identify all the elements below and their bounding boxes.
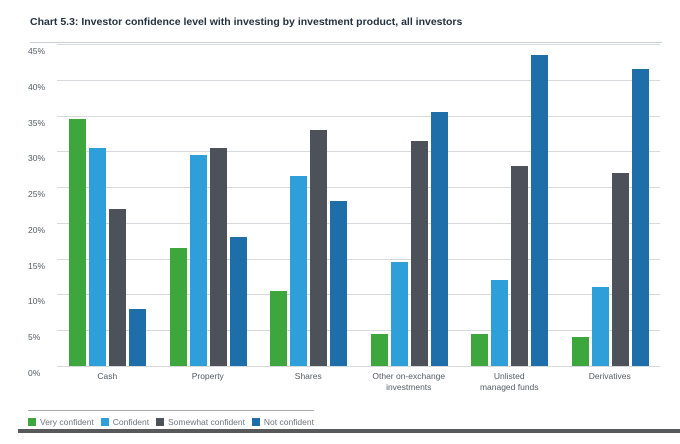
plot-area xyxy=(57,44,661,367)
legend-swatch-icon xyxy=(100,418,109,426)
x-axis-label-line: managed funds xyxy=(479,382,539,392)
x-axis-label: Shares xyxy=(258,371,359,393)
y-tick-label-5: 5% xyxy=(28,332,41,342)
bar-very-confident xyxy=(371,334,388,366)
x-axis-label-line: Unlisted xyxy=(493,371,525,381)
bar-somewhat-confident xyxy=(411,141,428,366)
bar-not-confident xyxy=(330,201,347,366)
gridline-10 xyxy=(57,294,660,295)
bar-group-shares xyxy=(258,44,359,366)
chart-title: Chart 5.3: Investor confidence level wit… xyxy=(30,16,463,28)
x-axis-label: Derivatives xyxy=(560,371,661,393)
y-tick-label-35: 35% xyxy=(28,118,46,128)
x-axis-label: Cash xyxy=(57,371,158,393)
bottom-page-rule xyxy=(18,429,680,433)
y-tick-label-15: 15% xyxy=(28,261,46,271)
bar-very-confident xyxy=(572,337,589,366)
y-tick-label-20: 20% xyxy=(28,225,46,235)
y-tick-label-30: 30% xyxy=(28,153,46,163)
x-axis-label: Other on-exchange investments xyxy=(359,371,460,393)
x-axis-label: Property xyxy=(158,371,259,393)
gridline-40 xyxy=(57,80,660,81)
legend-item-confident: Confident xyxy=(100,417,150,427)
bar-very-confident xyxy=(69,119,86,366)
gridline-20 xyxy=(57,223,660,224)
bar-group-other-on-exchange xyxy=(359,44,460,366)
gridline-35 xyxy=(57,116,660,117)
bar-not-confident xyxy=(129,309,146,366)
bar-group-property xyxy=(158,44,259,366)
legend-item-somewhat-confident: Somewhat confident xyxy=(155,417,246,427)
title-separator-line xyxy=(30,42,662,43)
bar-confident xyxy=(290,176,307,366)
gridline-0 xyxy=(57,366,660,367)
legend-swatch-icon xyxy=(28,418,36,426)
bar-not-confident xyxy=(632,69,649,366)
bar-somewhat-confident xyxy=(612,173,629,366)
gridline-30 xyxy=(57,151,660,152)
gridline-5 xyxy=(57,330,660,331)
y-tick-label-0: 0% xyxy=(28,368,41,378)
gridline-45 xyxy=(57,44,660,45)
bar-not-confident xyxy=(531,55,548,366)
bar-not-confident xyxy=(431,112,448,366)
legend-label: Very confident xyxy=(40,417,94,427)
x-axis-label: Unlisted managed funds xyxy=(459,371,560,393)
bar-somewhat-confident xyxy=(310,130,327,366)
legend-label: Somewhat confident xyxy=(167,417,246,427)
bar-somewhat-confident xyxy=(109,209,126,366)
x-axis-label-line: Property xyxy=(191,371,224,381)
y-tick-label-10: 10% xyxy=(28,296,46,306)
gridline-25 xyxy=(57,187,660,188)
x-axis-label-line: investments xyxy=(386,382,432,392)
bar-confident xyxy=(190,155,207,366)
bar-group-unlisted xyxy=(459,44,560,366)
legend-item-very-confident: Very confident xyxy=(28,417,94,427)
legend-swatch-icon xyxy=(155,418,164,426)
gridline-15 xyxy=(57,259,660,260)
x-axis-labels: Cash Property Shares Other on-exchange inves… xyxy=(57,371,660,393)
legend-swatch-icon xyxy=(251,418,260,426)
y-tick-label-40: 40% xyxy=(28,82,46,92)
bar-somewhat-confident xyxy=(511,166,528,366)
bar-very-confident xyxy=(270,291,287,366)
x-axis-label-line: Shares xyxy=(294,371,322,381)
x-axis-label-line: Derivatives xyxy=(588,371,631,381)
x-axis-label-line: Cash xyxy=(97,371,118,381)
x-axis-label-line: Other on-exchange xyxy=(372,371,446,381)
bar-very-confident xyxy=(170,248,187,366)
bar-group-cash xyxy=(57,44,158,366)
bar-confident xyxy=(491,280,508,366)
y-tick-label-45: 45% xyxy=(28,46,46,56)
legend-label: Confident xyxy=(112,417,150,427)
bar-confident xyxy=(89,148,106,366)
legend: Very confident Confident Somewhat confiden… xyxy=(28,410,314,427)
bar-not-confident xyxy=(230,237,247,366)
bar-confident xyxy=(592,287,609,366)
bar-confident xyxy=(391,262,408,366)
legend-label: Not confident xyxy=(263,417,314,427)
bar-somewhat-confident xyxy=(210,148,227,366)
bar-very-confident xyxy=(471,334,488,366)
y-tick-label-25: 25% xyxy=(28,189,46,199)
bar-group-derivatives xyxy=(560,44,661,366)
legend-item-not-confident: Not confident xyxy=(251,417,314,427)
